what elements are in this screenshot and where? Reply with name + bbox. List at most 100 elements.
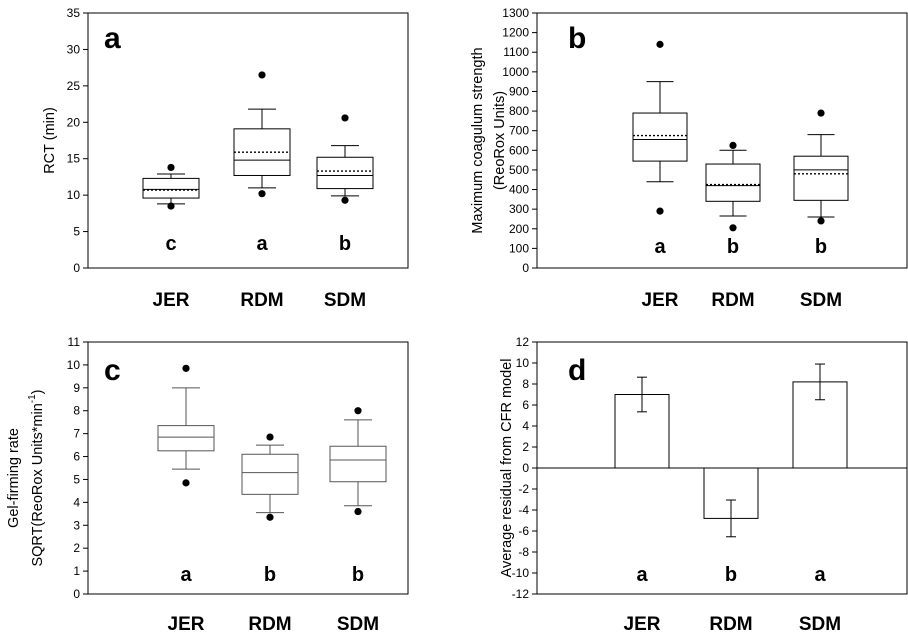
category-label: SDM: [799, 614, 841, 635]
y-axis-label-superscript: -1: [27, 394, 38, 403]
box-SDM: [316, 114, 374, 204]
box-iqr: [142, 177, 200, 199]
category-label: SDM: [800, 290, 842, 311]
y-tick-label: -4: [518, 503, 529, 517]
y-tick-label: -6: [518, 524, 529, 538]
outlier-point: [354, 407, 362, 415]
category-label: RDM: [709, 614, 752, 635]
y-tick-label: 10: [67, 358, 81, 372]
y-tick-label: 20: [67, 115, 81, 129]
y-tick-label: 1000: [502, 65, 529, 79]
category-label: RDM: [240, 290, 283, 311]
panel-c: 0 1 2 3 4 5 6 7 8 9 10 11 Gel-firming rate SQRT(ReoRo…: [6, 335, 409, 635]
outlier-point: [258, 71, 266, 79]
y-tick-label: 400: [509, 183, 529, 197]
box-JER: [142, 163, 200, 210]
group-letter: b: [352, 564, 364, 586]
y-tick-label: 1: [73, 564, 80, 578]
y-tick-label: 2: [522, 440, 529, 454]
y-axis-label: Gel-firming rate: [6, 428, 22, 528]
y-tick-label: 1200: [502, 26, 529, 40]
y-tick-label: 25: [67, 79, 81, 93]
group-letter: b: [815, 236, 827, 258]
y-axis-label: Maximum coagulum strength: [470, 47, 486, 233]
y-tick-label: -10: [512, 566, 530, 580]
outlier-point: [167, 163, 175, 172]
box-iqr: [157, 425, 215, 452]
group-letter: a: [814, 564, 826, 586]
y-tick-label: -12: [512, 587, 530, 601]
group-letter: c: [165, 233, 176, 255]
y-tick-label: 30: [67, 42, 81, 56]
y-axis-label-part: SQRT(ReoRox Units*min: [30, 403, 46, 566]
y-tick-label: 10: [516, 356, 530, 370]
y-tick-label: 300: [509, 202, 529, 216]
box-iqr: [241, 453, 299, 495]
box-JER: [632, 40, 688, 215]
box-RDM: [233, 71, 291, 198]
outlier-point: [817, 109, 825, 117]
plot-frame: [87, 341, 409, 595]
y-tick-label: 6: [73, 450, 80, 464]
plot-frame: [87, 12, 409, 269]
y-tick-label: 600: [509, 143, 529, 157]
y-tick-label: 7: [73, 427, 80, 441]
outlier-point: [354, 507, 362, 516]
outlier-point: [167, 202, 175, 210]
group-letter: a: [180, 564, 192, 586]
y-tick-label: 0: [73, 587, 80, 601]
y-axis-label: SQRT(ReoRox Units*min-1): [27, 389, 46, 566]
y-tick-label: 200: [509, 222, 529, 236]
y-tick-label: 2: [73, 541, 80, 555]
y-axis-label: Average residual from CFR model: [499, 359, 515, 578]
bar-JER: [614, 376, 670, 469]
y-tick-label: 3: [73, 518, 80, 532]
outlier-point: [656, 40, 664, 48]
panel-letter: b: [568, 22, 586, 55]
panel-letter: c: [104, 354, 121, 387]
y-tick-label: 12: [516, 335, 530, 349]
y-tick-label: 8: [522, 377, 529, 391]
y-tick-label: 500: [509, 163, 529, 177]
group-letter: b: [264, 564, 276, 586]
y-tick-label: 35: [67, 6, 81, 20]
y-tick-label: 1300: [502, 6, 529, 20]
y-tick-label: 6: [522, 398, 529, 412]
y-tick-label: 4: [73, 495, 80, 509]
group-letter: a: [636, 564, 648, 586]
box-SDM: [329, 407, 387, 516]
category-label: JER: [624, 614, 661, 635]
group-letter: a: [654, 236, 666, 258]
category-label: JER: [168, 614, 205, 635]
panel-b: 0 100 200 300 400 500 600 700 800 900 1000 1100 1200…: [470, 6, 908, 311]
group-letter: a: [256, 233, 268, 255]
y-tick-label: -2: [518, 482, 529, 496]
category-label: RDM: [711, 290, 754, 311]
group-letter: b: [725, 564, 737, 586]
panel-a: 0 5 10 15 20 25 30 35 RCT (min) a JER RDM SDM c a b: [42, 6, 409, 311]
plot-frame: [536, 12, 908, 269]
outlier-point: [258, 190, 266, 198]
outlier-point: [182, 479, 190, 487]
outlier-point: [266, 513, 274, 521]
y-tick-label: 10: [67, 188, 81, 202]
outlier-point: [341, 114, 349, 122]
category-label: SDM: [337, 614, 379, 635]
y-tick-label: 15: [67, 152, 81, 166]
y-tick-label: 5: [73, 225, 80, 239]
y-tick-label: 1100: [503, 45, 529, 59]
outlier-point: [817, 217, 825, 225]
y-tick-label: 700: [509, 124, 529, 138]
y-tick-label: 8: [73, 404, 80, 418]
panel-letter: d: [568, 354, 586, 387]
category-label: SDM: [324, 290, 366, 311]
y-axis-label: (ReoRox Units): [492, 91, 508, 190]
box-RDM: [705, 141, 761, 232]
y-tick-label: 4: [522, 419, 529, 433]
category-label: RDM: [248, 614, 291, 635]
box-iqr: [329, 445, 387, 483]
box-iqr: [793, 155, 849, 201]
box-RDM: [241, 433, 299, 521]
